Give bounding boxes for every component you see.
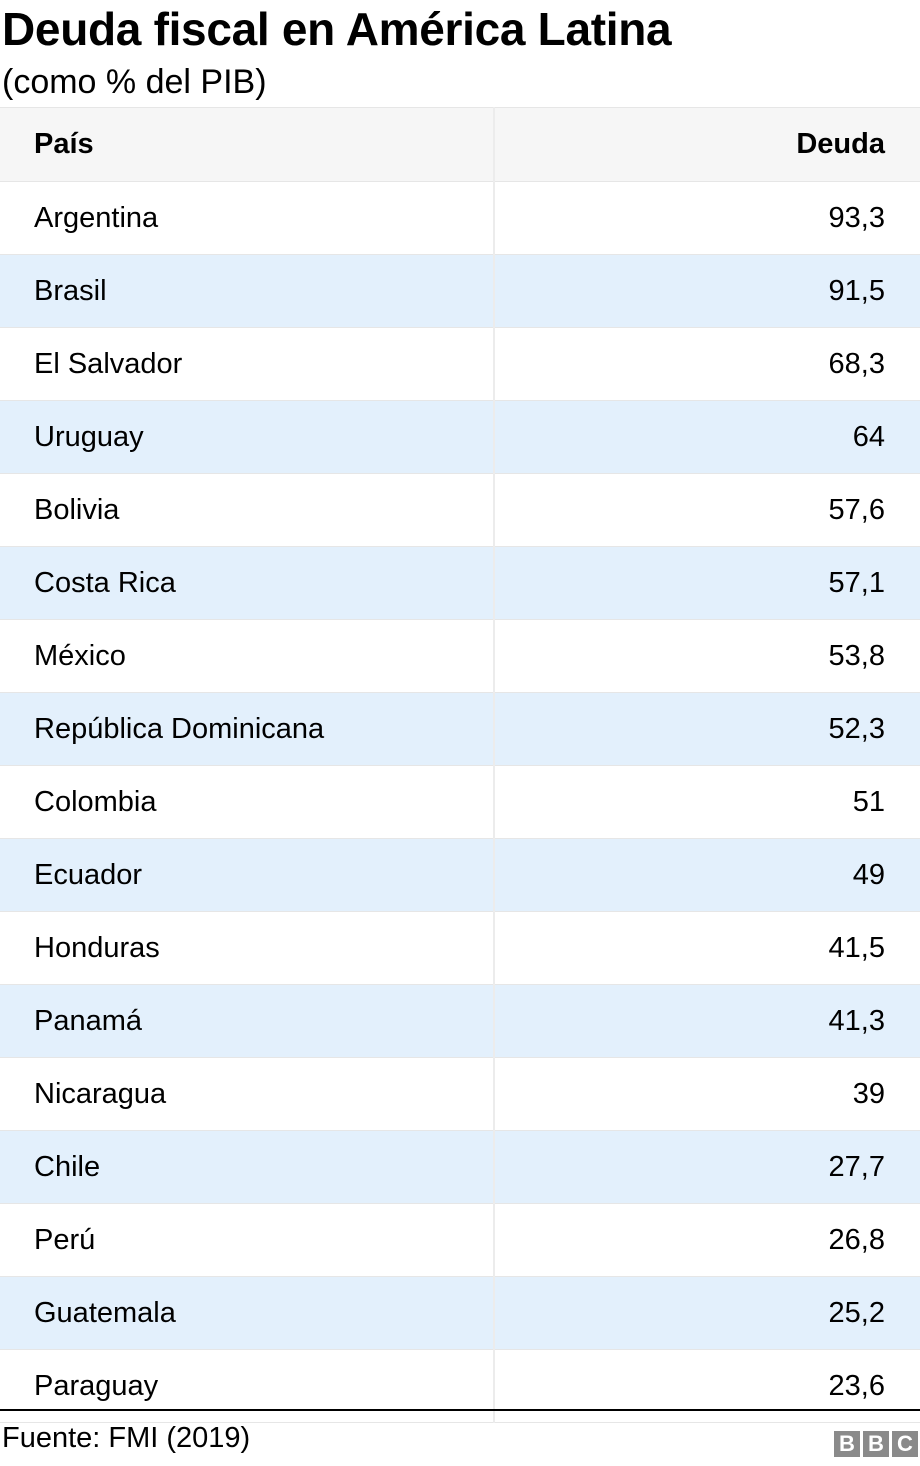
table-row: Paraguay 23,6 <box>0 1349 920 1423</box>
cell-country: México <box>0 619 495 693</box>
cell-country: República Dominicana <box>0 692 495 766</box>
table-row: Bolivia 57,6 <box>0 473 920 547</box>
cell-debt-value: 91,5 <box>494 254 920 328</box>
cell-debt-value: 57,6 <box>494 473 920 547</box>
cell-country: Costa Rica <box>0 546 495 620</box>
table-row: Costa Rica 57,1 <box>0 546 920 620</box>
table-row: Colombia 51 <box>0 765 920 839</box>
cell-debt-value: 52,3 <box>494 692 920 766</box>
cell-country: Uruguay <box>0 400 495 474</box>
cell-debt-value: 41,5 <box>494 911 920 985</box>
cell-country: El Salvador <box>0 327 495 401</box>
table-row: República Dominicana 52,3 <box>0 692 920 766</box>
bbc-logo: B B C <box>834 1431 918 1457</box>
cell-country: Bolivia <box>0 473 495 547</box>
column-header-country: País <box>0 107 495 182</box>
table-row: Argentina 93,3 <box>0 181 920 255</box>
cell-debt-value: 23,6 <box>494 1349 920 1423</box>
cell-debt-value: 41,3 <box>494 984 920 1058</box>
footer-divider <box>0 1409 920 1411</box>
bbc-logo-letter: C <box>892 1431 918 1457</box>
cell-country: Guatemala <box>0 1276 495 1350</box>
source-note: Fuente: FMI (2019) <box>2 1422 251 1454</box>
table-body: Argentina 93,3 Brasil 91,5 El Salvador 68,3 Ur… <box>0 181 920 1423</box>
table-header-row: País Deuda <box>0 107 920 182</box>
cell-country: Perú <box>0 1203 495 1277</box>
table-row: Nicaragua 39 <box>0 1057 920 1131</box>
cell-debt-value: 27,7 <box>494 1130 920 1204</box>
table-row: Guatemala 25,2 <box>0 1276 920 1350</box>
table-row: El Salvador 68,3 <box>0 327 920 401</box>
column-header-debt: Deuda <box>494 107 920 182</box>
chart-subtitle: (como % del PIB) <box>2 63 267 101</box>
table-row: Uruguay 64 <box>0 400 920 474</box>
table-row: Chile 27,7 <box>0 1130 920 1204</box>
bbc-logo-letter: B <box>863 1431 889 1457</box>
table-row: Honduras 41,5 <box>0 911 920 985</box>
cell-country: Honduras <box>0 911 495 985</box>
chart-title: Deuda fiscal en América Latina <box>2 3 672 55</box>
cell-country: Paraguay <box>0 1349 495 1423</box>
cell-debt-value: 25,2 <box>494 1276 920 1350</box>
table-row: México 53,8 <box>0 619 920 693</box>
cell-country: Panamá <box>0 984 495 1058</box>
cell-debt-value: 53,8 <box>494 619 920 693</box>
cell-country: Colombia <box>0 765 495 839</box>
table-row: Ecuador 49 <box>0 838 920 912</box>
cell-country: Chile <box>0 1130 495 1204</box>
cell-debt-value: 26,8 <box>494 1203 920 1277</box>
cell-country: Brasil <box>0 254 495 328</box>
table-row: Panamá 41,3 <box>0 984 920 1058</box>
data-table: País Deuda Argentina 93,3 Brasil 91,5 El Sal… <box>0 107 920 1423</box>
cell-debt-value: 39 <box>494 1057 920 1131</box>
cell-debt-value: 51 <box>494 765 920 839</box>
cell-debt-value: 93,3 <box>494 181 920 255</box>
cell-country: Nicaragua <box>0 1057 495 1131</box>
bbc-logo-letter: B <box>834 1431 860 1457</box>
cell-debt-value: 64 <box>494 400 920 474</box>
cell-debt-value: 68,3 <box>494 327 920 401</box>
cell-country: Argentina <box>0 181 495 255</box>
table-row: Perú 26,8 <box>0 1203 920 1277</box>
table-row: Brasil 91,5 <box>0 254 920 328</box>
cell-country: Ecuador <box>0 838 495 912</box>
cell-debt-value: 49 <box>494 838 920 912</box>
cell-debt-value: 57,1 <box>494 546 920 620</box>
